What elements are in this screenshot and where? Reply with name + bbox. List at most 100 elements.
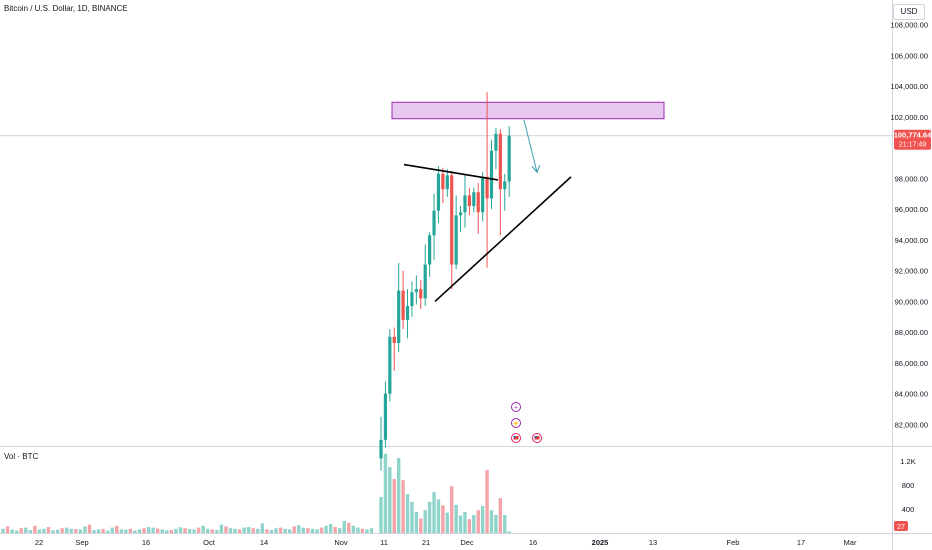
event-plus-icon bbox=[511, 402, 521, 412]
volume-bar bbox=[33, 525, 37, 533]
volume-bar bbox=[183, 528, 187, 533]
volume-bar bbox=[365, 529, 369, 533]
volume-bar bbox=[498, 498, 503, 533]
volume-bar bbox=[115, 525, 119, 533]
volume-tick-label: 800 bbox=[902, 481, 915, 490]
candle-body bbox=[441, 173, 445, 190]
candle-body bbox=[494, 133, 498, 151]
event-flag-icon-stripes bbox=[513, 436, 519, 440]
event-flag-icon-canton bbox=[513, 436, 516, 438]
volume-bar bbox=[260, 523, 265, 533]
event-flag-icon-canton bbox=[534, 436, 537, 438]
volume-bar bbox=[297, 525, 301, 533]
ascending-trendline bbox=[434, 176, 572, 303]
volume-bar bbox=[187, 529, 192, 533]
volume-bar bbox=[414, 512, 419, 533]
volume-bar bbox=[485, 470, 489, 533]
currency-selector[interactable]: USD bbox=[893, 4, 925, 20]
volume-bar bbox=[233, 528, 237, 533]
price-tick-label: 90,000.00 bbox=[895, 297, 928, 306]
volume-current-badge bbox=[894, 521, 908, 531]
candle-body bbox=[432, 210, 436, 236]
projection-arrow-head bbox=[531, 165, 541, 174]
candle-body bbox=[476, 192, 480, 213]
volume-bar bbox=[310, 528, 315, 533]
descending-trendline bbox=[403, 163, 499, 181]
volume-bar bbox=[476, 510, 480, 533]
volume-bars bbox=[1, 453, 511, 533]
symbol-title[interactable]: Bitcoin / U.S. Dollar, 1D, BINANCE bbox=[4, 4, 128, 13]
time-tick-label: Oct bbox=[203, 538, 216, 547]
volume-bar bbox=[124, 529, 128, 533]
price-tick-label: 92,000.00 bbox=[895, 267, 928, 276]
volume-bar bbox=[137, 529, 142, 533]
volume-title: Vol · BTC bbox=[4, 452, 39, 461]
time-tick-label: 2025 bbox=[592, 538, 609, 547]
volume-bar bbox=[165, 530, 169, 533]
current-price-badge bbox=[894, 129, 931, 150]
volume-bar bbox=[178, 527, 183, 533]
time-tick-label: Nov bbox=[334, 538, 348, 547]
volume-bar bbox=[458, 515, 463, 533]
candle-body bbox=[388, 336, 392, 394]
candle-body bbox=[472, 192, 476, 207]
volume-bar bbox=[201, 525, 205, 533]
volume-bar bbox=[92, 530, 96, 533]
volume-bar bbox=[423, 510, 427, 533]
volume-bar bbox=[169, 530, 174, 533]
candle-body bbox=[507, 135, 511, 182]
volume-tick-label: 1.2K bbox=[900, 457, 915, 466]
candle-body bbox=[428, 235, 432, 265]
volume-bar bbox=[419, 518, 423, 533]
candle-body bbox=[498, 133, 502, 190]
time-tick-label: 22 bbox=[35, 538, 43, 547]
volume-bar bbox=[333, 527, 337, 533]
volume-bar bbox=[315, 529, 319, 533]
time-tick-label: 14 bbox=[260, 538, 268, 547]
price-tick-label: 96,000.00 bbox=[895, 205, 928, 214]
volume-bar bbox=[301, 527, 305, 533]
volume-bar bbox=[247, 527, 251, 533]
volume-bar bbox=[60, 528, 64, 533]
time-tick-label: 16 bbox=[142, 538, 150, 547]
event-lightning-icon-glyph: ⚡ bbox=[512, 420, 519, 428]
current-price-value: 100,774.64 bbox=[894, 131, 932, 140]
candle-body bbox=[489, 150, 494, 199]
candle-body bbox=[392, 336, 396, 343]
candle-body bbox=[454, 215, 458, 265]
volume-bar bbox=[494, 515, 498, 533]
volume-bar bbox=[432, 492, 436, 533]
volume-bar bbox=[347, 522, 351, 533]
volume-bar bbox=[480, 506, 485, 533]
volume-bar bbox=[278, 527, 283, 533]
volume-bar bbox=[396, 458, 401, 533]
volume-bar bbox=[69, 528, 73, 533]
volume-bar bbox=[83, 526, 87, 533]
volume-bar bbox=[410, 501, 414, 533]
volume-bar bbox=[319, 527, 324, 533]
candles-layer bbox=[379, 92, 511, 471]
volume-bar bbox=[28, 530, 32, 533]
time-tick-label: 13 bbox=[649, 538, 657, 547]
volume-bar bbox=[454, 504, 458, 533]
volume-bar bbox=[37, 529, 42, 533]
volume-bar bbox=[489, 510, 494, 533]
volume-bar bbox=[10, 529, 14, 533]
volume-bar bbox=[356, 527, 360, 533]
volume-bar bbox=[228, 528, 233, 533]
volume-bar bbox=[388, 467, 392, 533]
volume-bar bbox=[401, 480, 405, 533]
volume-bar bbox=[55, 529, 60, 533]
volume-bar bbox=[441, 505, 445, 533]
price-tick-label: 84,000.00 bbox=[895, 390, 928, 399]
volume-bar bbox=[160, 529, 164, 533]
volume-bar bbox=[101, 528, 105, 533]
candle-body bbox=[397, 290, 401, 343]
volume-bar bbox=[503, 515, 507, 533]
candle-body bbox=[405, 306, 410, 320]
volume-bar bbox=[287, 529, 292, 533]
price-countdown: 21:17:49 bbox=[899, 142, 926, 149]
volume-bar bbox=[78, 529, 83, 533]
